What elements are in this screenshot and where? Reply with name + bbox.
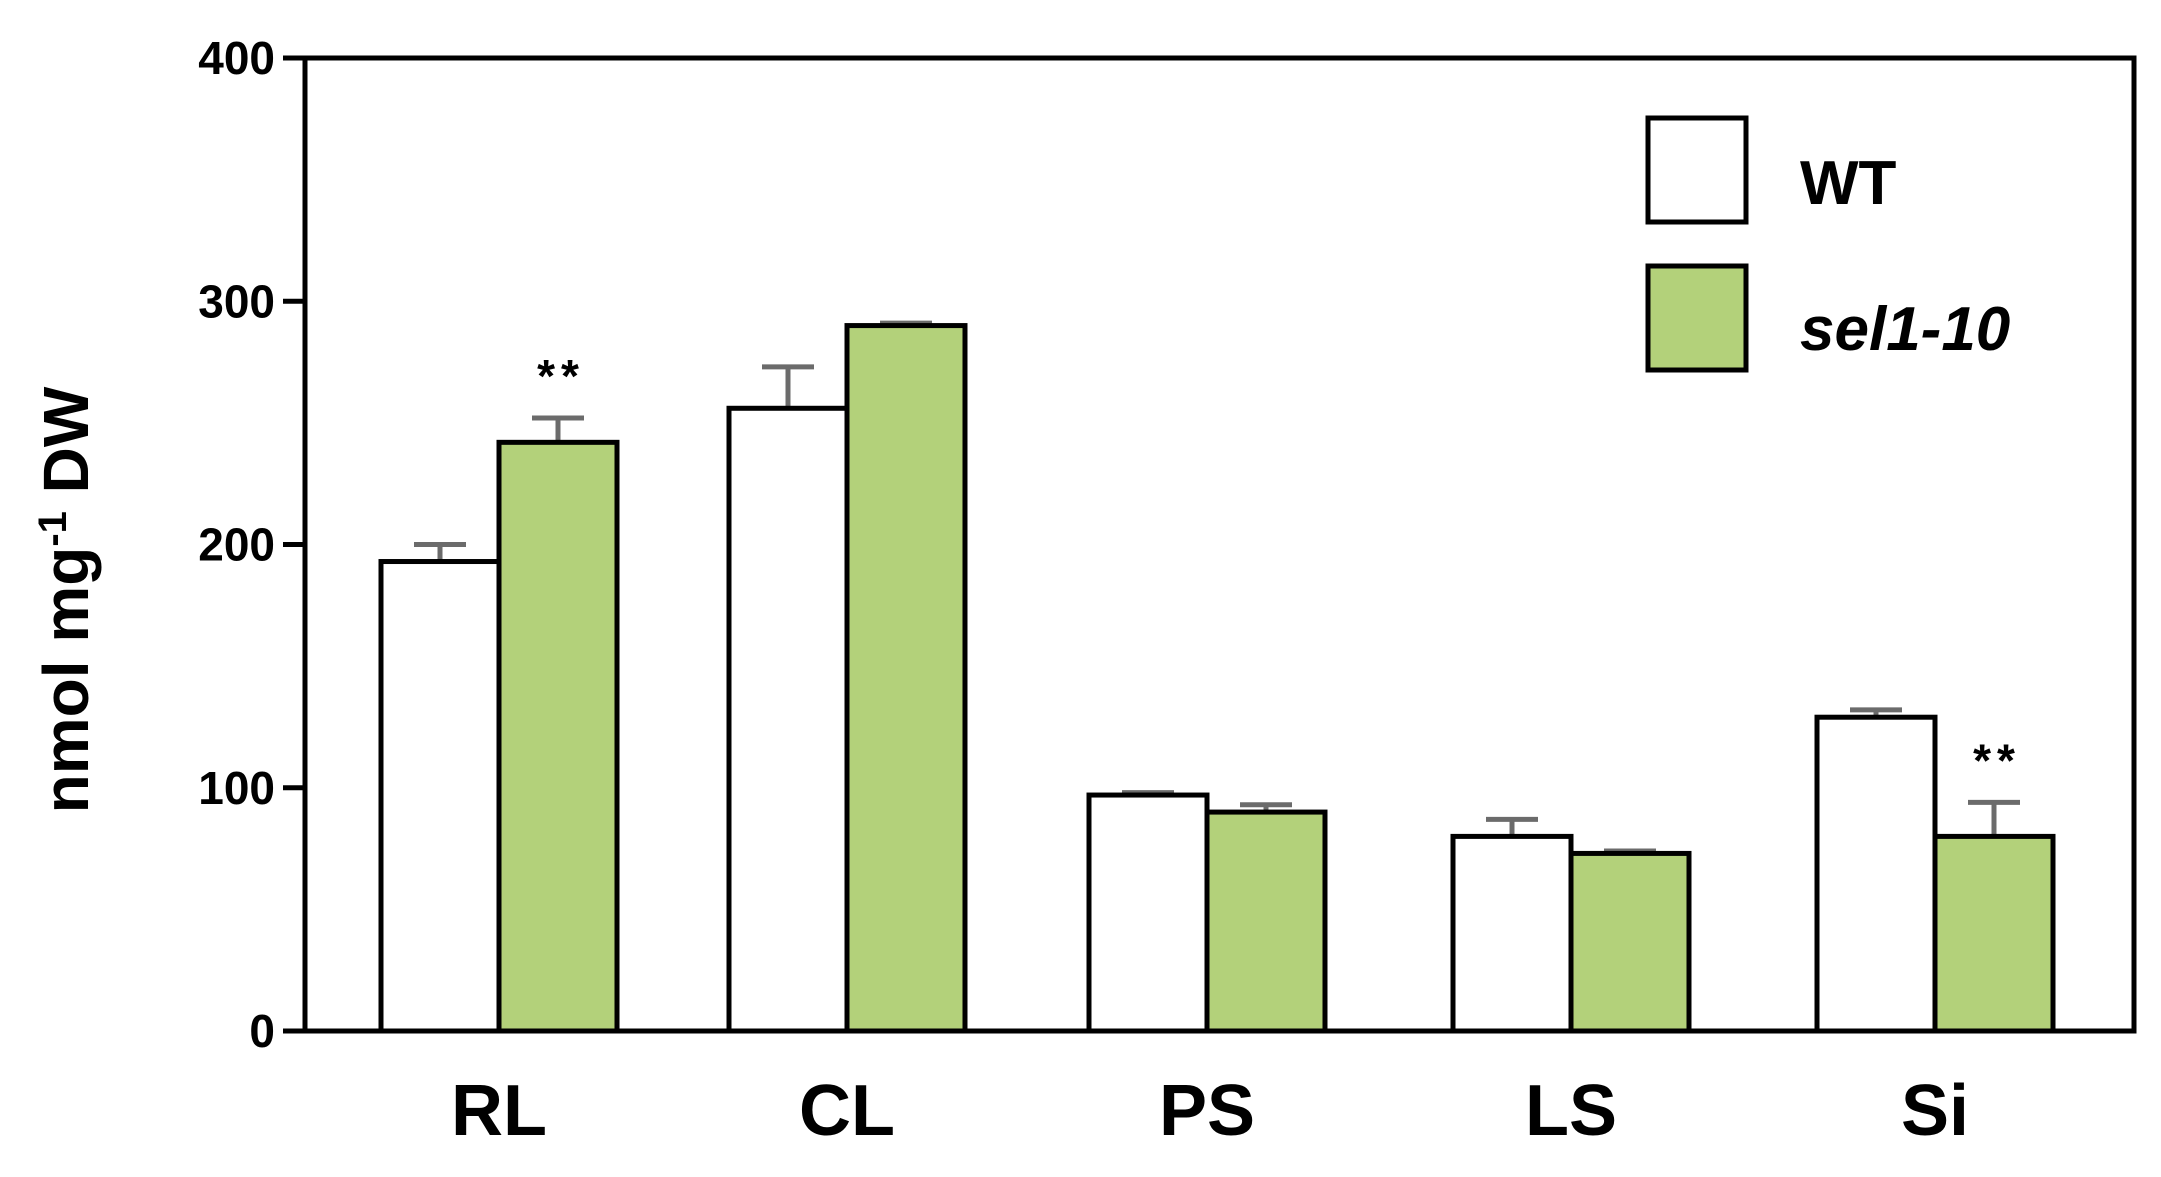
legend: WT sel1-10 bbox=[1645, 115, 2010, 373]
bar-sel1-10-cl bbox=[844, 323, 968, 1034]
x-tick-label: PS bbox=[1159, 1071, 1255, 1151]
y-axis-title-sup: -1 bbox=[31, 511, 75, 547]
bar-wt-si bbox=[1814, 714, 1938, 1034]
legend-swatch-wt bbox=[1645, 115, 1749, 225]
bar-wt-rl bbox=[378, 559, 502, 1034]
y-tick-label: 200 bbox=[198, 519, 275, 571]
bar-sel1-10-rl bbox=[496, 439, 620, 1034]
y-axis-title: nmol mg-1 DW bbox=[30, 386, 102, 813]
y-axis-title-main: nmol mg bbox=[30, 547, 102, 814]
legend-swatch-sel1-10 bbox=[1645, 263, 1749, 373]
y-tick-label: 400 bbox=[198, 32, 275, 84]
x-tick-label: CL bbox=[799, 1071, 895, 1151]
bar-sel1-10-ps bbox=[1204, 809, 1328, 1034]
y-tick-label: 100 bbox=[198, 762, 275, 814]
bar-sel1-10-ls bbox=[1568, 850, 1692, 1034]
legend-label-wt: WT bbox=[1800, 149, 1897, 218]
bar-sel1-10-si bbox=[1932, 833, 2056, 1034]
y-ticks: 0 100 200 300 400 bbox=[198, 32, 305, 1057]
y-tick-label: 300 bbox=[198, 275, 275, 327]
bars bbox=[378, 320, 2056, 1034]
x-tick-label: Si bbox=[1901, 1071, 1969, 1151]
significance-marks: ** ** bbox=[537, 350, 2021, 786]
x-tick-label: RL bbox=[451, 1071, 547, 1151]
y-axis-title-tail: DW bbox=[30, 386, 102, 511]
significance-label: ** bbox=[537, 350, 585, 402]
x-tick-label: LS bbox=[1525, 1071, 1617, 1151]
bar-wt-cl bbox=[726, 405, 850, 1034]
y-tick-label: 0 bbox=[249, 1005, 275, 1057]
legend-label-sel1-10: sel1-10 bbox=[1800, 295, 2010, 364]
bar-wt-ls bbox=[1450, 833, 1574, 1034]
bar-wt-ps bbox=[1086, 792, 1210, 1034]
significance-label: ** bbox=[1973, 734, 2021, 786]
x-tick-labels: RL CL PS LS Si bbox=[451, 1071, 1969, 1151]
